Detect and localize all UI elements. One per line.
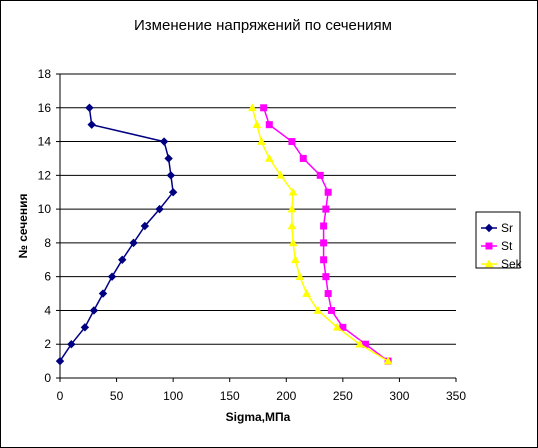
plot-area: [60, 74, 456, 378]
y-axis-title: № сечения: [16, 193, 30, 258]
legend-item-sek: Sek: [481, 257, 523, 271]
legend-item-sr: Sr: [481, 221, 513, 235]
data-point-st: [322, 273, 330, 281]
data-point-st: [324, 188, 332, 196]
data-point-sek: [287, 204, 297, 213]
legend-label-sek: Sek: [501, 257, 523, 271]
data-point-sek: [355, 339, 365, 348]
x-tick-label: 100: [163, 389, 183, 403]
series-layer: [55, 103, 393, 366]
data-point-sr: [85, 103, 94, 112]
data-point-st: [320, 239, 328, 247]
data-point-sr: [107, 272, 117, 281]
data-point-sek: [332, 322, 342, 331]
data-point-st: [265, 121, 273, 129]
y-tick-label: 2: [44, 337, 51, 351]
data-point-sr: [55, 356, 65, 366]
x-tick-label: 350: [446, 389, 466, 403]
x-tick-label: 0: [57, 389, 64, 403]
data-point-st: [288, 138, 296, 146]
data-point-sr: [89, 306, 99, 315]
data-point-st: [324, 290, 332, 298]
y-tick-label: 0: [44, 371, 51, 385]
legend-box: [475, 211, 521, 269]
data-point-st: [320, 222, 328, 230]
x-axis-title: Sigma,МПа: [226, 410, 291, 424]
y-tick-label: 12: [38, 168, 52, 182]
data-point-sek: [257, 137, 266, 145]
legend-items: Sr St Sek: [481, 221, 523, 271]
data-point-sr: [98, 289, 108, 298]
data-point-sek: [313, 305, 323, 314]
legend-label-sr: Sr: [501, 221, 513, 235]
data-point-sr: [159, 137, 169, 146]
series-line-sek: [251, 107, 389, 362]
data-point-st: [260, 104, 268, 112]
data-point-st: [339, 323, 347, 331]
series-st: [260, 104, 392, 365]
legend-marker-sek: [484, 259, 494, 268]
data-point-sr: [168, 188, 178, 197]
data-point-sr: [164, 154, 173, 163]
data-point-st: [322, 205, 330, 213]
legend-marker-sr: [484, 223, 494, 233]
x-tick-label: 250: [333, 389, 353, 403]
legend-label-st: St: [501, 239, 513, 253]
x-tick-label: 300: [389, 389, 409, 403]
series-line-st: [262, 107, 389, 362]
gridlines: [60, 73, 456, 345]
data-point-st: [316, 171, 324, 179]
data-point-sr: [166, 171, 176, 180]
data-point-sek: [264, 153, 274, 162]
series-sr: [55, 103, 178, 366]
data-point-sek: [252, 120, 262, 128]
y-tick-label: 6: [44, 270, 51, 284]
series-sek: [247, 103, 393, 365]
y-tick-label: 16: [38, 101, 52, 115]
data-point-sek: [288, 187, 298, 196]
data-point-sr: [129, 238, 138, 248]
y-tick-label: 8: [44, 236, 51, 250]
data-point-sr: [67, 340, 76, 349]
y-tick-label: 10: [38, 202, 52, 216]
data-point-sr: [87, 120, 96, 129]
data-point-st: [299, 154, 307, 162]
data-point-sr: [80, 323, 90, 332]
x-tick-label: 50: [110, 389, 124, 403]
tick-labels: 0 2 4 6 8 10 12 14 16 18 0 50 100 150 200 250 300 350: [38, 67, 467, 403]
series-line-sr: [59, 107, 174, 362]
legend-marker-st: [485, 242, 493, 250]
data-point-sr: [118, 255, 127, 264]
data-point-st: [328, 306, 336, 314]
data-point-sek: [290, 255, 300, 264]
data-point-sek: [287, 221, 297, 230]
axes: [56, 73, 457, 382]
legend: Sr St Sek: [475, 211, 523, 271]
data-point-sek: [295, 272, 305, 280]
data-point-st: [320, 256, 328, 264]
chart-title: Изменение напряжений по сечениям: [134, 17, 392, 34]
data-point-sek: [276, 170, 285, 179]
data-point-sek: [383, 356, 393, 365]
y-tick-label: 14: [38, 135, 52, 149]
legend-item-st: St: [481, 239, 513, 253]
data-point-sek: [302, 289, 312, 297]
y-tick-label: 4: [44, 303, 51, 317]
x-tick-label: 150: [220, 389, 240, 403]
data-point-sr: [140, 221, 150, 231]
data-point-sr: [155, 204, 164, 214]
data-point-sek: [288, 238, 298, 247]
y-tick-label: 18: [38, 67, 52, 81]
x-tick-label: 200: [276, 389, 296, 403]
data-point-sek: [247, 103, 257, 112]
